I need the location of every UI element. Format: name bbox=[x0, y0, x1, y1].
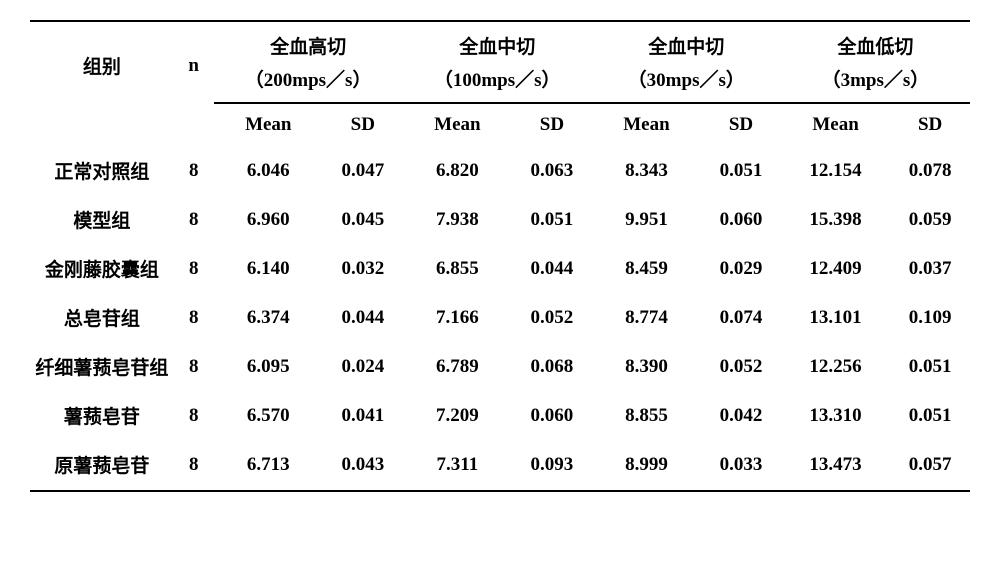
table-row: 薯蓣皂苷86.5700.0417.2090.0608.8550.04213.31… bbox=[30, 391, 970, 440]
col-header-2-unit: （100mps／s） bbox=[403, 63, 592, 103]
sd-cell: 0.047 bbox=[323, 146, 403, 195]
sd-cell: 0.042 bbox=[701, 391, 781, 440]
sd-cell: 0.044 bbox=[512, 244, 592, 293]
group-cell: 原薯蓣皂苷 bbox=[30, 440, 174, 491]
mean-cell: 6.713 bbox=[214, 440, 323, 491]
sd-cell: 0.057 bbox=[890, 440, 970, 491]
mean-cell: 8.999 bbox=[592, 440, 701, 491]
sd-cell: 0.078 bbox=[890, 146, 970, 195]
n-cell: 8 bbox=[174, 293, 214, 342]
sd-cell: 0.063 bbox=[512, 146, 592, 195]
mean-cell: 12.409 bbox=[781, 244, 890, 293]
sd-cell: 0.052 bbox=[512, 293, 592, 342]
table-row: 金刚藤胶囊组86.1400.0326.8550.0448.4590.02912.… bbox=[30, 244, 970, 293]
sd-cell: 0.060 bbox=[701, 195, 781, 244]
col-header-3-unit: （30mps／s） bbox=[592, 63, 781, 103]
sd-cell: 0.051 bbox=[701, 146, 781, 195]
group-cell: 总皂苷组 bbox=[30, 293, 174, 342]
mean-cell: 7.209 bbox=[403, 391, 512, 440]
group-cell: 纤细薯蓣皂苷组 bbox=[30, 342, 174, 391]
mean-cell: 8.343 bbox=[592, 146, 701, 195]
n-cell: 8 bbox=[174, 195, 214, 244]
sd-cell: 0.051 bbox=[512, 195, 592, 244]
table-row: 纤细薯蓣皂苷组86.0950.0246.7890.0688.3900.05212… bbox=[30, 342, 970, 391]
sd-cell: 0.068 bbox=[512, 342, 592, 391]
sd-cell: 0.043 bbox=[323, 440, 403, 491]
sub-mean-1: Mean bbox=[214, 103, 323, 146]
mean-cell: 8.855 bbox=[592, 391, 701, 440]
mean-cell: 9.951 bbox=[592, 195, 701, 244]
mean-cell: 7.938 bbox=[403, 195, 512, 244]
n-cell: 8 bbox=[174, 391, 214, 440]
group-cell: 正常对照组 bbox=[30, 146, 174, 195]
table-body: 正常对照组86.0460.0476.8200.0638.3430.05112.1… bbox=[30, 146, 970, 491]
col-header-3-title: 全血中切 bbox=[592, 21, 781, 63]
sd-cell: 0.033 bbox=[701, 440, 781, 491]
mean-cell: 6.140 bbox=[214, 244, 323, 293]
sd-cell: 0.044 bbox=[323, 293, 403, 342]
sub-sd-2: SD bbox=[512, 103, 592, 146]
col-header-n: n bbox=[174, 21, 214, 103]
sd-cell: 0.074 bbox=[701, 293, 781, 342]
n-cell: 8 bbox=[174, 146, 214, 195]
col-header-1-unit: （200mps／s） bbox=[214, 63, 403, 103]
sub-sd-3: SD bbox=[701, 103, 781, 146]
sd-cell: 0.037 bbox=[890, 244, 970, 293]
sd-cell: 0.024 bbox=[323, 342, 403, 391]
mean-cell: 6.789 bbox=[403, 342, 512, 391]
table-row: 模型组86.9600.0457.9380.0519.9510.06015.398… bbox=[30, 195, 970, 244]
col-header-4-unit: （3mps／s） bbox=[781, 63, 970, 103]
col-header-2-title: 全血中切 bbox=[403, 21, 592, 63]
sd-cell: 0.059 bbox=[890, 195, 970, 244]
mean-cell: 8.774 bbox=[592, 293, 701, 342]
mean-cell: 6.046 bbox=[214, 146, 323, 195]
table-row: 正常对照组86.0460.0476.8200.0638.3430.05112.1… bbox=[30, 146, 970, 195]
sd-cell: 0.041 bbox=[323, 391, 403, 440]
mean-cell: 13.310 bbox=[781, 391, 890, 440]
group-cell: 金刚藤胶囊组 bbox=[30, 244, 174, 293]
mean-cell: 8.390 bbox=[592, 342, 701, 391]
table-row: 总皂苷组86.3740.0447.1660.0528.7740.07413.10… bbox=[30, 293, 970, 342]
mean-cell: 7.166 bbox=[403, 293, 512, 342]
mean-cell: 15.398 bbox=[781, 195, 890, 244]
sd-cell: 0.060 bbox=[512, 391, 592, 440]
col-header-1-title: 全血高切 bbox=[214, 21, 403, 63]
n-cell: 8 bbox=[174, 440, 214, 491]
sd-cell: 0.052 bbox=[701, 342, 781, 391]
sub-sd-4: SD bbox=[890, 103, 970, 146]
mean-cell: 13.101 bbox=[781, 293, 890, 342]
mean-cell: 6.820 bbox=[403, 146, 512, 195]
sd-cell: 0.109 bbox=[890, 293, 970, 342]
sd-cell: 0.051 bbox=[890, 342, 970, 391]
sub-sd-1: SD bbox=[323, 103, 403, 146]
n-cell: 8 bbox=[174, 244, 214, 293]
group-cell: 薯蓣皂苷 bbox=[30, 391, 174, 440]
sd-cell: 0.032 bbox=[323, 244, 403, 293]
mean-cell: 6.095 bbox=[214, 342, 323, 391]
mean-cell: 6.960 bbox=[214, 195, 323, 244]
mean-cell: 6.855 bbox=[403, 244, 512, 293]
sd-cell: 0.051 bbox=[890, 391, 970, 440]
sub-mean-4: Mean bbox=[781, 103, 890, 146]
col-header-4-title: 全血低切 bbox=[781, 21, 970, 63]
table-row: 原薯蓣皂苷86.7130.0437.3110.0938.9990.03313.4… bbox=[30, 440, 970, 491]
mean-cell: 8.459 bbox=[592, 244, 701, 293]
sub-mean-2: Mean bbox=[403, 103, 512, 146]
sd-cell: 0.045 bbox=[323, 195, 403, 244]
data-table: 组别 n 全血高切 全血中切 全血中切 全血低切 （200mps／s） （100… bbox=[30, 20, 970, 492]
group-cell: 模型组 bbox=[30, 195, 174, 244]
sd-cell: 0.093 bbox=[512, 440, 592, 491]
mean-cell: 6.570 bbox=[214, 391, 323, 440]
mean-cell: 6.374 bbox=[214, 293, 323, 342]
mean-cell: 12.256 bbox=[781, 342, 890, 391]
mean-cell: 7.311 bbox=[403, 440, 512, 491]
n-cell: 8 bbox=[174, 342, 214, 391]
sd-cell: 0.029 bbox=[701, 244, 781, 293]
col-header-group: 组别 bbox=[30, 21, 174, 103]
sub-mean-3: Mean bbox=[592, 103, 701, 146]
mean-cell: 12.154 bbox=[781, 146, 890, 195]
mean-cell: 13.473 bbox=[781, 440, 890, 491]
